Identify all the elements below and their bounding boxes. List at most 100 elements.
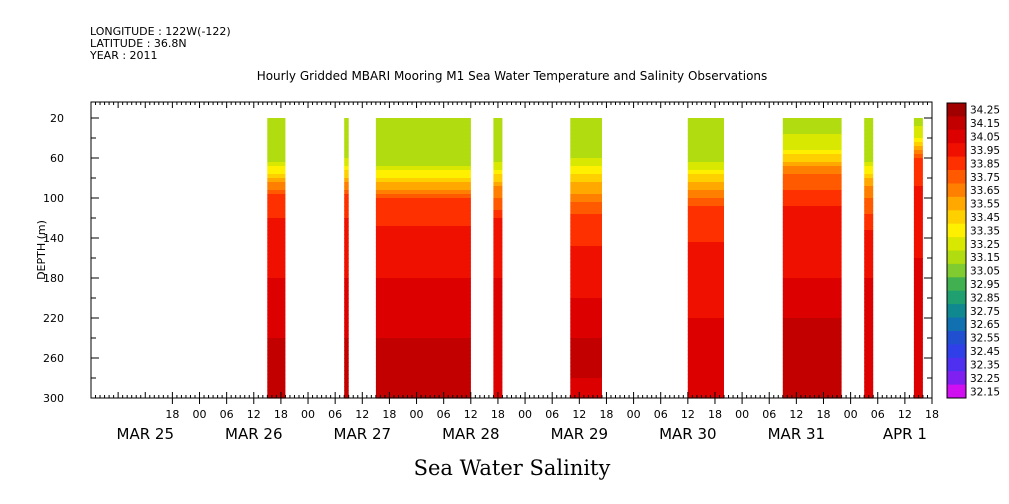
salinity-cell (782, 182, 842, 187)
salinity-cell (570, 362, 602, 367)
salinity-cell (344, 202, 349, 207)
salinity-cell (913, 290, 923, 295)
salinity-cell (493, 262, 503, 267)
salinity-cell (913, 126, 923, 131)
salinity-cell (344, 198, 349, 203)
salinity-cell (267, 222, 286, 227)
salinity-cell (687, 170, 724, 175)
salinity-cell (782, 354, 842, 359)
salinity-cell (687, 274, 724, 279)
salinity-cell (913, 314, 923, 319)
salinity-cell (267, 294, 286, 299)
salinity-cell (493, 326, 503, 331)
salinity-cell (375, 350, 471, 355)
salinity-cell (687, 382, 724, 387)
salinity-cell (344, 338, 349, 343)
salinity-cell (375, 158, 471, 163)
colorbar-label: 33.65 (970, 185, 1000, 197)
salinity-cell (687, 126, 724, 131)
salinity-cell (687, 138, 724, 143)
salinity-cell (570, 222, 602, 227)
salinity-cell (782, 362, 842, 367)
salinity-cell (375, 346, 471, 351)
salinity-cell (913, 194, 923, 199)
salinity-cell (267, 250, 286, 255)
salinity-cell (344, 278, 349, 283)
salinity-cell (493, 330, 503, 335)
salinity-cell (493, 382, 503, 387)
salinity-cell (687, 134, 724, 139)
salinity-cell (687, 142, 724, 147)
data-segment (782, 118, 842, 399)
salinity-cell (570, 198, 602, 203)
salinity-cell (267, 214, 286, 219)
salinity-cell (687, 378, 724, 383)
salinity-cell (913, 226, 923, 231)
salinity-cell (493, 374, 503, 379)
salinity-cell (344, 162, 349, 167)
y-tick-label: 220 (43, 312, 64, 325)
salinity-cell (687, 350, 724, 355)
salinity-cell (267, 274, 286, 279)
salinity-cell (913, 306, 923, 311)
salinity-cell (375, 334, 471, 339)
salinity-cell (913, 386, 923, 391)
salinity-cell (267, 138, 286, 143)
salinity-cell (913, 190, 923, 195)
salinity-cell (913, 214, 923, 219)
colorbar-label: 32.25 (970, 373, 1000, 385)
salinity-cell (570, 126, 602, 131)
x-tick-label: 00 (627, 408, 641, 421)
x-date-label: MAR 29 (551, 425, 608, 443)
x-date-label: MAR 31 (768, 425, 825, 443)
colorbar-swatch (947, 183, 966, 198)
salinity-cell (570, 238, 602, 243)
salinity-cell (267, 266, 286, 271)
salinity-cell (344, 334, 349, 339)
salinity-cell (267, 382, 286, 387)
salinity-cell (493, 354, 503, 359)
salinity-cell (782, 218, 842, 223)
salinity-cell (375, 362, 471, 367)
salinity-cell (344, 194, 349, 199)
salinity-cell (687, 314, 724, 319)
salinity-cell (864, 254, 874, 259)
salinity-cell (782, 322, 842, 327)
data-segment (375, 118, 471, 399)
salinity-cell (267, 218, 286, 223)
salinity-cell (267, 242, 286, 247)
salinity-cell (913, 122, 923, 127)
salinity-cell (493, 334, 503, 339)
x-tick-label: 12 (355, 408, 369, 421)
salinity-cell (864, 162, 874, 167)
salinity-cell (570, 234, 602, 239)
salinity-cell (493, 254, 503, 259)
salinity-cell (344, 186, 349, 191)
salinity-cell (570, 302, 602, 307)
salinity-cell (344, 258, 349, 263)
colorbar-label: 33.45 (970, 212, 1000, 224)
salinity-cell (570, 382, 602, 387)
salinity-cell (344, 174, 349, 179)
salinity-cell (782, 382, 842, 387)
salinity-cell (493, 130, 503, 135)
salinity-cell (687, 290, 724, 295)
salinity-cell (913, 262, 923, 267)
colorbar-swatch (947, 357, 966, 372)
salinity-cell (267, 194, 286, 199)
salinity-cell (267, 190, 286, 195)
salinity-cell (267, 254, 286, 259)
salinity-cell (687, 310, 724, 315)
y-tick-label: 20 (50, 112, 64, 125)
colorbar-swatch (947, 384, 966, 399)
salinity-cell (267, 378, 286, 383)
salinity-cell (782, 282, 842, 287)
salinity-cell (864, 354, 874, 359)
salinity-cell (375, 130, 471, 135)
salinity-cell (344, 290, 349, 295)
salinity-cell (864, 282, 874, 287)
salinity-cell (344, 394, 349, 399)
salinity-cell (344, 270, 349, 275)
salinity-cell (864, 234, 874, 239)
salinity-cell (493, 238, 503, 243)
